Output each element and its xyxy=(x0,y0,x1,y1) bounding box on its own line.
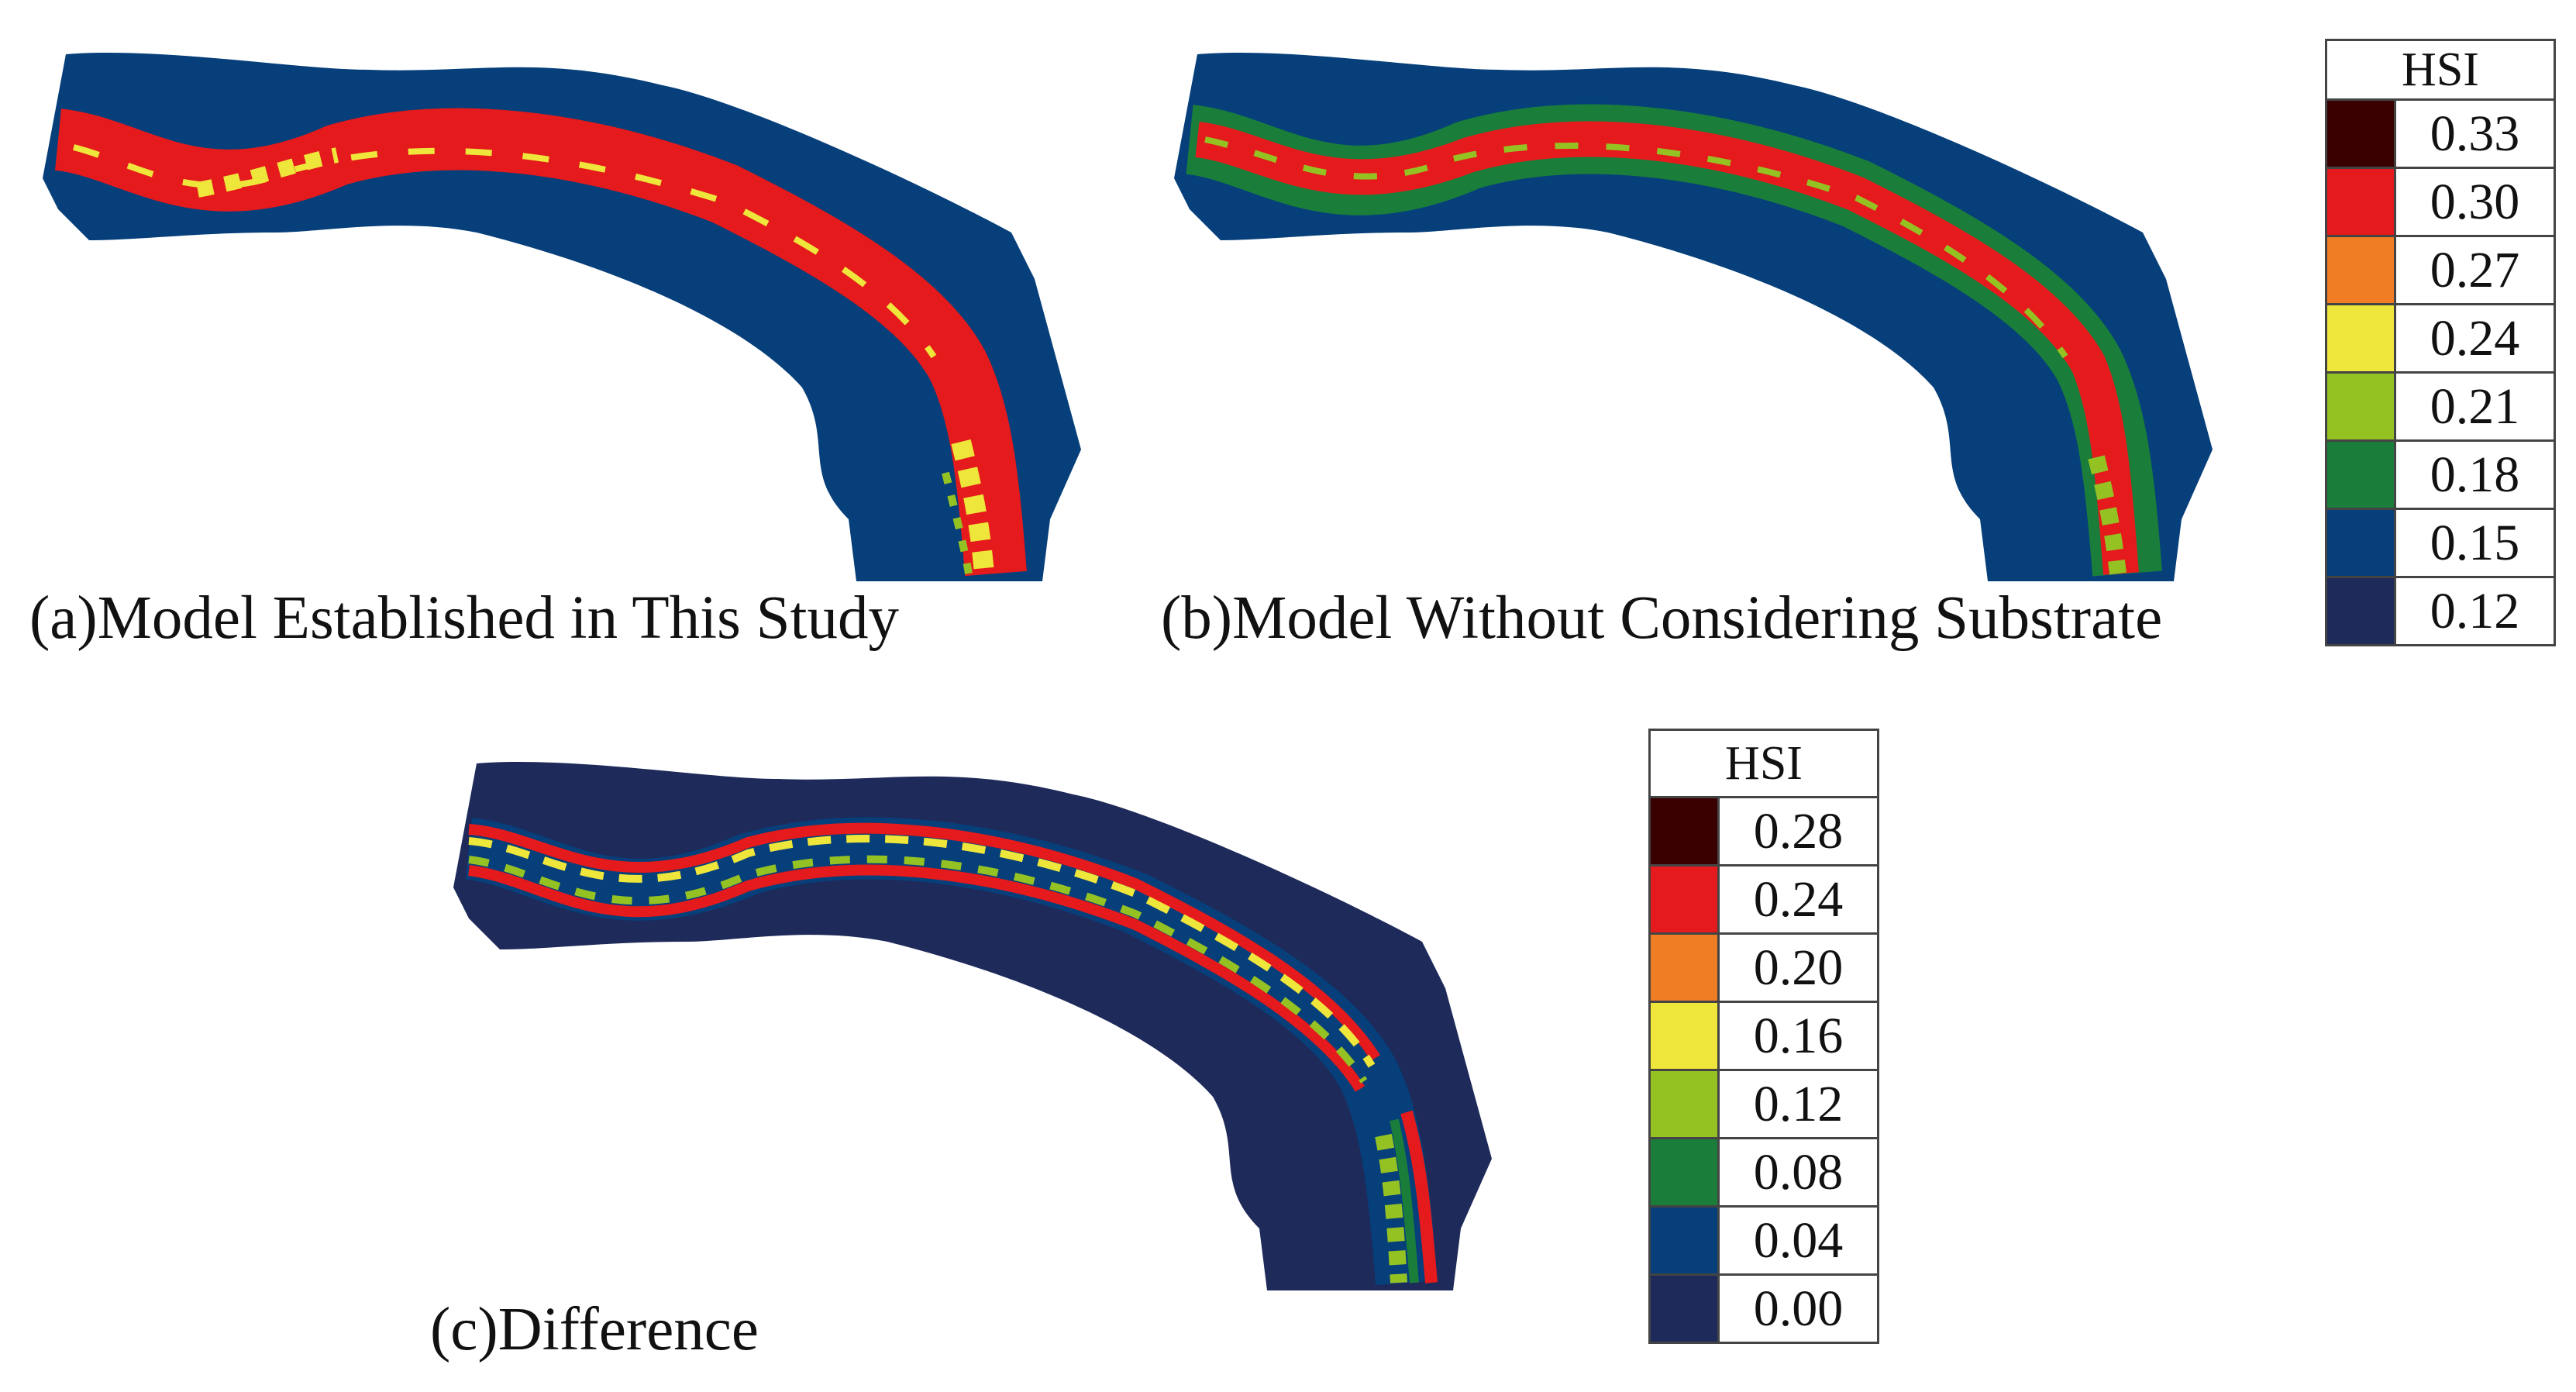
legend-top-swatch xyxy=(2327,101,2396,167)
legend-top-row: 0.24 xyxy=(2327,303,2554,371)
legend-bottom: HSI 0.28 0.24 0.20 0.16 0.12 0.08 0.04 0.00 xyxy=(1648,729,1879,1344)
legend-bottom-row: 0.16 xyxy=(1651,1001,1877,1069)
legend-bottom-value: 0.28 xyxy=(1753,803,1844,860)
legend-bottom-swatch xyxy=(1651,867,1720,932)
legend-top-swatch xyxy=(2327,442,2396,508)
legend-top-value: 0.15 xyxy=(2430,515,2520,571)
legend-bottom-value: 0.24 xyxy=(1753,871,1844,928)
legend-top-value: 0.24 xyxy=(2430,310,2520,367)
legend-bottom-value: 0.08 xyxy=(1753,1144,1844,1201)
legend-top-swatch xyxy=(2327,510,2396,576)
legend-top-value: 0.21 xyxy=(2430,378,2520,435)
map-panel-b xyxy=(1174,39,2220,589)
legend-top-swatch xyxy=(2327,578,2396,644)
legend-bottom-swatch xyxy=(1651,1003,1720,1069)
legend-top-value: 0.18 xyxy=(2430,446,2520,503)
legend-top-swatch xyxy=(2327,305,2396,371)
legend-top-swatch xyxy=(2327,169,2396,235)
legend-bottom-swatch xyxy=(1651,1208,1720,1273)
difference-band-c xyxy=(464,817,1438,1286)
legend-bottom-row: 0.04 xyxy=(1651,1205,1877,1273)
legend-bottom-row: 0.12 xyxy=(1651,1069,1877,1137)
legend-top-value: 0.12 xyxy=(2430,583,2520,639)
legend-top-value: 0.30 xyxy=(2430,174,2520,230)
legend-bottom-swatch xyxy=(1651,798,1720,864)
legend-bottom-value: 0.16 xyxy=(1753,1008,1844,1064)
legend-bottom-swatch xyxy=(1651,1139,1720,1205)
legend-bottom-row: 0.08 xyxy=(1651,1137,1877,1205)
legend-bottom-swatch xyxy=(1651,1276,1720,1342)
legend-top: HSI 0.33 0.30 0.27 0.24 0.21 0.18 0.15 0.12 xyxy=(2325,39,2556,646)
legend-bottom-value: 0.04 xyxy=(1753,1212,1844,1269)
map-panel-c xyxy=(442,748,1511,1298)
legend-top-row: 0.18 xyxy=(2327,439,2554,508)
legend-bottom-swatch xyxy=(1651,1071,1720,1137)
channel-band-a xyxy=(53,108,1027,577)
legend-top-row: 0.15 xyxy=(2327,508,2554,576)
legend-top-row: 0.33 xyxy=(2327,101,2554,167)
legend-bottom-swatch xyxy=(1651,935,1720,1001)
legend-top-row: 0.27 xyxy=(2327,235,2554,303)
caption-a: (a)Model Established in This Study xyxy=(29,584,900,652)
legend-bottom-value: 0.20 xyxy=(1753,939,1844,996)
legend-bottom-value: 0.12 xyxy=(1753,1076,1844,1132)
legend-top-value: 0.33 xyxy=(2430,105,2520,162)
legend-bottom-row: 0.28 xyxy=(1651,798,1877,864)
legend-bottom-row: 0.20 xyxy=(1651,932,1877,1001)
habitat-map-a xyxy=(43,52,1081,582)
caption-b: (b)Model Without Considering Substrate xyxy=(1161,584,2163,652)
habitat-map-c xyxy=(453,761,1492,1290)
legend-top-value: 0.27 xyxy=(2430,242,2520,298)
legend-bottom-value: 0.00 xyxy=(1753,1280,1844,1337)
legend-top-row: 0.12 xyxy=(2327,576,2554,644)
habitat-map-b xyxy=(1174,52,2213,582)
legend-top-row: 0.30 xyxy=(2327,167,2554,235)
legend-top-row: 0.21 xyxy=(2327,371,2554,439)
legend-top-swatch xyxy=(2327,237,2396,303)
legend-bottom-row: 0.00 xyxy=(1651,1273,1877,1342)
legend-top-swatch xyxy=(2327,374,2396,439)
legend-top-title: HSI xyxy=(2327,41,2554,101)
caption-c: (c)Difference xyxy=(430,1296,759,1363)
legend-bottom-title: HSI xyxy=(1651,731,1877,798)
legend-bottom-row: 0.24 xyxy=(1651,864,1877,932)
map-panel-a xyxy=(43,39,1089,589)
